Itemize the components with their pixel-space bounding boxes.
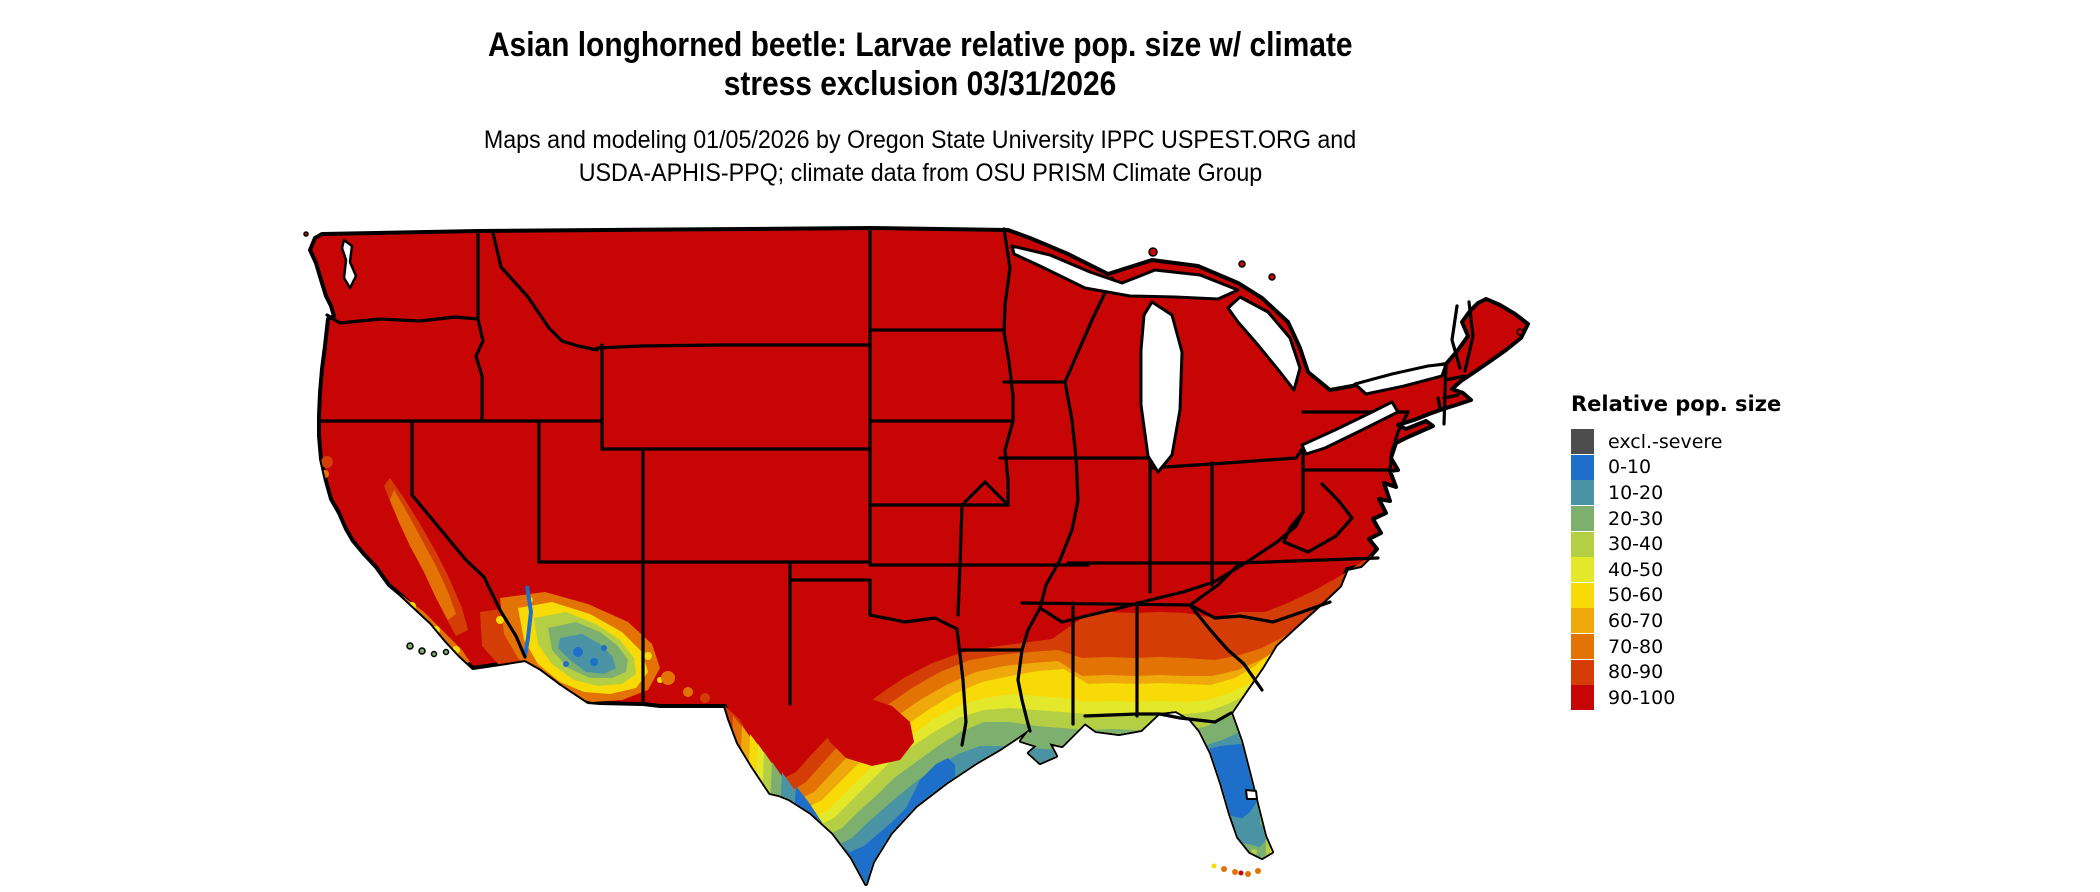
lake-erie <box>1300 400 1400 456</box>
island <box>406 642 414 650</box>
legend-row: 30-40 <box>1571 531 1781 557</box>
swatch-rect <box>1571 659 1594 685</box>
legend-label: 90-100 <box>1608 686 1676 709</box>
legend-swatch-30-40 <box>1571 531 1594 557</box>
legend-swatch-excl-severe <box>1571 429 1594 455</box>
key-island <box>1245 871 1251 877</box>
new-mexico-70-80-spot <box>661 671 675 685</box>
swatch-rect <box>1571 531 1594 557</box>
sierra-70-80-inner <box>390 490 456 620</box>
island <box>1516 328 1524 336</box>
legend-label: 0-10 <box>1608 456 1652 479</box>
legend-swatch-50-60 <box>1571 582 1594 608</box>
legend-label: 40-50 <box>1608 558 1664 581</box>
legend-swatch-40-50 <box>1571 557 1594 583</box>
island <box>303 231 309 237</box>
legend-swatch-80-90 <box>1571 659 1594 685</box>
legend-swatch-90-100 <box>1571 685 1594 711</box>
legend-row: 60-70 <box>1571 608 1781 634</box>
swatch-rect <box>1571 557 1594 583</box>
south-florida-10-20 <box>1224 814 1266 851</box>
socal-20-30-spot <box>417 637 423 643</box>
swatch-rect <box>1571 454 1594 480</box>
legend-label: 10-20 <box>1608 481 1664 504</box>
lake-michigan <box>1139 300 1184 474</box>
swatch-rect <box>1571 480 1594 506</box>
swatch-rect <box>1571 429 1594 455</box>
title-line-1: Asian longhorned beetle: Larvae relative… <box>487 26 1353 64</box>
map-title: Asian longhorned beetle: Larvae relative… <box>0 26 1840 104</box>
lake-superior <box>1010 244 1240 301</box>
central-texas-90-100-pocket <box>820 696 914 766</box>
arizona-0-10-spot <box>573 647 583 657</box>
subtitle-line-2: USDA-APHIS-PPQ; climate data from OSU PR… <box>578 159 1262 187</box>
legend-label: 60-70 <box>1608 609 1664 632</box>
legend-row: 20-30 <box>1571 506 1781 532</box>
legend-swatch-0-10 <box>1571 454 1594 480</box>
island <box>1268 273 1276 281</box>
arizona-0-10-spot <box>563 661 569 667</box>
legend-label: 70-80 <box>1608 635 1664 658</box>
legend-label: 80-90 <box>1608 661 1664 684</box>
swatch-rect <box>1571 506 1594 532</box>
lake-ontario <box>1353 362 1448 396</box>
legend-swatch-70-80 <box>1571 634 1594 660</box>
key-island <box>1211 863 1217 869</box>
lake-okeechobee <box>1245 789 1258 800</box>
legend-row: 0-10 <box>1571 454 1781 481</box>
arizona-0-10-spot <box>590 658 598 666</box>
arizona-50-60-spot <box>644 652 652 660</box>
legend-swatch-20-30 <box>1571 506 1594 532</box>
legend: Relative pop. size excl.-severe 0-10 10-… <box>1571 391 1781 711</box>
arizona-10-20-core <box>558 634 616 674</box>
legend-row: 90-100 <box>1571 685 1781 711</box>
great-lakes <box>340 238 1448 800</box>
legend-row: 80-90 <box>1571 659 1781 685</box>
legend-row: 50-60 <box>1571 582 1781 609</box>
colorado-river-0-10-streak <box>523 585 534 657</box>
island <box>442 648 450 656</box>
arizona-50-60-spot <box>496 616 504 624</box>
new-mexico-80-90-spot <box>700 693 710 703</box>
key-island <box>1232 869 1238 875</box>
norcal-coast-80-90-spot <box>321 456 333 468</box>
key-island <box>1221 866 1227 872</box>
puget-sound <box>340 238 358 290</box>
swatch-rect <box>1571 582 1594 608</box>
legend-row: excl.-severe <box>1571 429 1781 455</box>
socal-30-40-spot <box>425 643 431 649</box>
swatch-rect <box>1571 634 1594 660</box>
map-subtitle: Maps and modeling 01/05/2026 by Oregon S… <box>0 124 1840 190</box>
legend-title: Relative pop. size <box>1571 392 1782 416</box>
legend-row: 70-80 <box>1571 634 1781 660</box>
island <box>1238 260 1246 268</box>
offshore-islands <box>303 231 1524 336</box>
swatch-rect <box>1571 608 1594 634</box>
island <box>430 650 438 658</box>
swatch-rect <box>1571 685 1594 711</box>
state-borders <box>317 227 1475 747</box>
legend-label: 20-30 <box>1608 507 1664 530</box>
island <box>1148 247 1158 257</box>
legend-label: 50-60 <box>1608 584 1664 607</box>
title-line-2: stress exclusion 03/31/2026 <box>723 65 1117 103</box>
florida-keys <box>1211 863 1261 877</box>
key-island <box>1255 868 1261 874</box>
legend-row: 10-20 <box>1571 480 1781 506</box>
legend-label: 30-40 <box>1608 533 1664 556</box>
legend-swatch-60-70 <box>1571 608 1594 634</box>
lake-huron <box>1226 295 1302 392</box>
legend-row: 40-50 <box>1571 557 1781 583</box>
channel-islands <box>406 642 450 658</box>
new-mexico-70-80-spot <box>683 687 693 697</box>
subtitle-line-1: Maps and modeling 01/05/2026 by Oregon S… <box>483 126 1357 154</box>
legend-swatch-10-20 <box>1571 480 1594 506</box>
island <box>418 647 426 655</box>
legend-label: excl.-severe <box>1608 430 1723 453</box>
key-island <box>1238 870 1244 876</box>
arizona-0-10-spot <box>601 645 607 651</box>
